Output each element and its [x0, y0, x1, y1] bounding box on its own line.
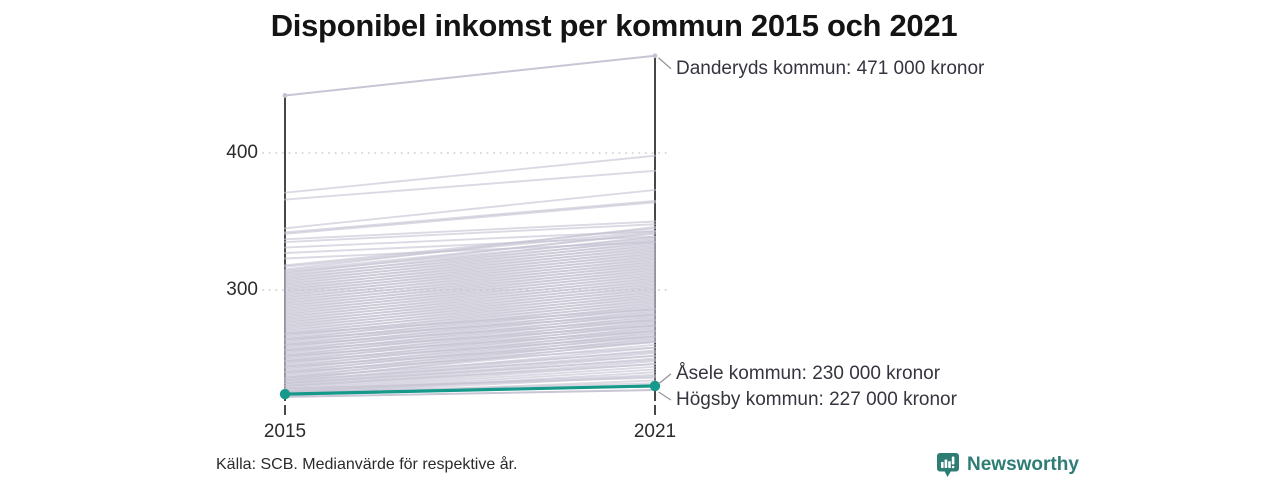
annotation-hogsby: Högsby kommun: 227 000 kronor: [676, 389, 957, 410]
brand-logo: Newsworthy: [936, 452, 1079, 478]
y-axis-tick-300: 300: [226, 279, 258, 300]
chart-title: Disponibel inkomst per kommun 2015 och 2…: [270, 8, 958, 43]
annotation-asele: Åsele kommun: 230 000 kronor: [676, 362, 941, 384]
x-axis-label-2021: 2021: [633, 421, 677, 442]
y-axis-tick-400: 400: [226, 142, 258, 163]
annotation-danderyd: Danderyds kommun: 471 000 kronor: [676, 57, 985, 79]
newsworthy-speech-bubble-bar-chart-icon: [937, 453, 959, 477]
source-note: Källa: SCB. Medianvärde för respektive å…: [216, 456, 518, 473]
x-axis-label-2015: 2015: [263, 421, 307, 442]
brand-name: Newsworthy: [967, 454, 1079, 475]
